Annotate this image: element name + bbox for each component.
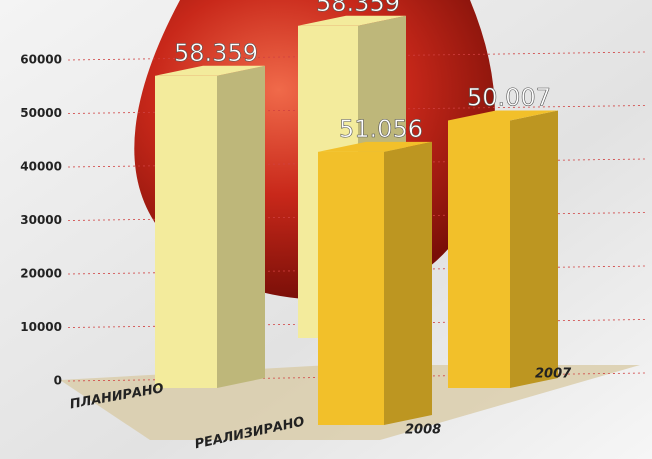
bars: 58.35950.00758.35951.056ПЛАНИРАНОРЕАЛИЗИ… [69,0,572,452]
value-label: 50.007 [467,83,551,111]
bar-side [510,110,558,388]
x-tick-label: 2007 [535,367,572,382]
bar-top [155,65,265,76]
y-tick-label: 30000 [20,213,62,227]
y-tick-label: 50000 [20,106,62,120]
bar [155,75,217,388]
value-label: 51.056 [339,115,423,143]
y-tick-label: 60000 [20,53,62,67]
y-tick-label: 0 [54,374,62,388]
bar-side [217,65,265,388]
bar-top [318,141,432,152]
bar-top [298,15,406,26]
x-tick-label: 2008 [405,423,441,438]
y-tick-label: 40000 [20,160,62,174]
grid-line [67,51,646,61]
y-tick-label: 10000 [20,320,62,334]
bar [318,151,384,425]
y-tick-label: 20000 [20,267,62,281]
value-label: 58.359 [316,0,400,17]
value-label: 58.359 [174,39,258,67]
bar-side [384,141,432,425]
bar-top [448,110,558,121]
bar [448,120,510,388]
